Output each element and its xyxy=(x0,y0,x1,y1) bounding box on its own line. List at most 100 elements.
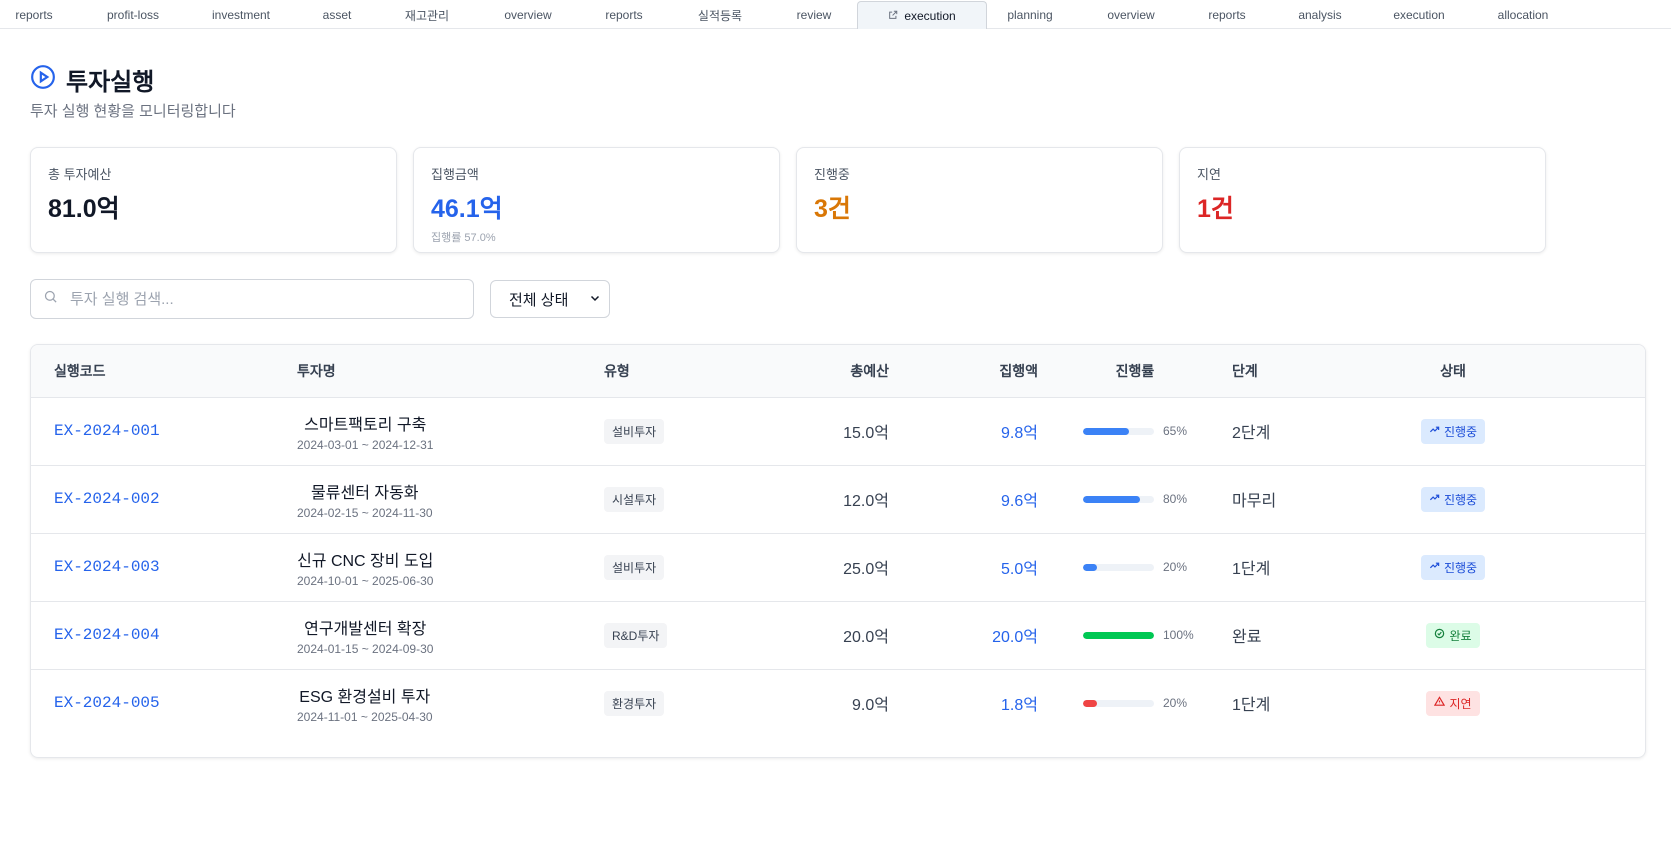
status-badge: 진행중 xyxy=(1420,418,1486,444)
progress-percent: 80% xyxy=(1163,492,1188,506)
execution-code-link[interactable]: EX-2024-001 xyxy=(54,422,160,440)
table-row[interactable]: EX-2024-002 물류센터 자동화 2024-02-15 ~ 2024-11-… xyxy=(31,465,1645,534)
column-header-stage: 단계 xyxy=(1232,363,1258,379)
stat-card-delayed: 지연 1건 xyxy=(1179,147,1546,253)
tab-label: overview xyxy=(504,8,552,22)
tab-item[interactable]: profit-loss xyxy=(107,2,159,28)
trending-up-icon xyxy=(1429,424,1440,438)
spent-amount: 9.6억 xyxy=(1001,493,1038,510)
total-budget: 12.0억 xyxy=(843,493,889,510)
type-tag: R&D투자 xyxy=(604,622,668,648)
total-budget: 25.0억 xyxy=(843,561,889,578)
progress-bar-fill xyxy=(1083,699,1098,707)
progress-percent: 20% xyxy=(1163,560,1188,574)
tab-item[interactable]: asset xyxy=(323,2,352,28)
stat-sub: 집행률 57.0% xyxy=(431,232,496,244)
stat-card-executed-amount: 집행금액 46.1억 집행률 57.0% xyxy=(413,147,780,253)
tab-item[interactable]: execution xyxy=(1393,2,1444,28)
status-badge: 완료 xyxy=(1426,622,1480,648)
tab-label: allocation xyxy=(1497,8,1549,22)
tab-label: profit-loss xyxy=(106,8,160,22)
status-label: 진행중 xyxy=(1443,560,1478,575)
stat-label: 진행중 xyxy=(814,167,850,182)
spent-amount: 9.8억 xyxy=(1001,425,1038,442)
stat-value: 3건 xyxy=(814,195,851,223)
tab-item[interactable]: 실적등록 xyxy=(698,2,742,28)
progress-bar-fill xyxy=(1083,427,1130,435)
investment-name: 스마트팩토리 구축 xyxy=(304,416,427,434)
investment-name: 물류센터 자동화 xyxy=(311,484,419,502)
type-tag: 환경투자 xyxy=(604,690,665,716)
progress-percent: 65% xyxy=(1163,424,1188,438)
execution-code-link[interactable]: EX-2024-002 xyxy=(54,490,160,508)
tab-active-item[interactable]: execution xyxy=(857,1,987,29)
type-tag: 설비투자 xyxy=(604,418,665,444)
stat-label: 총 투자예산 xyxy=(48,167,112,182)
chevron-down-icon xyxy=(589,291,601,308)
spent-amount: 5.0억 xyxy=(1001,561,1038,578)
column-header-status: 상태 xyxy=(1440,363,1466,379)
page-subtitle: 투자 실행 현황을 모니터링합니다 xyxy=(30,103,236,120)
execution-code-link[interactable]: EX-2024-005 xyxy=(54,694,160,712)
stat-value: 81.0억 xyxy=(48,195,120,223)
tab-label: review xyxy=(796,8,832,22)
tab-item[interactable]: planning xyxy=(1007,2,1052,28)
tab-item[interactable]: investment xyxy=(212,2,270,28)
execution-code-link[interactable]: EX-2024-003 xyxy=(54,558,160,576)
status-filter-value: 전체 상태 xyxy=(509,291,569,309)
tab-item[interactable]: 재고관리 xyxy=(405,2,449,28)
column-header-name: 투자명 xyxy=(297,363,336,379)
page-title: 투자실행 xyxy=(66,69,155,96)
tab-label: 실적등록 xyxy=(697,8,743,23)
investment-name: 연구개발센터 확장 xyxy=(304,620,427,638)
table-row[interactable]: EX-2024-003 신규 CNC 장비 도입 2024-10-01 ~ 2025… xyxy=(31,533,1645,602)
type-tag: 시설투자 xyxy=(604,486,665,512)
trending-up-icon xyxy=(1429,492,1440,506)
investment-period: 2024-02-15 ~ 2024-11-30 xyxy=(297,505,433,520)
execution-code-link[interactable]: EX-2024-004 xyxy=(54,626,160,644)
total-budget: 9.0억 xyxy=(852,697,889,714)
stat-card-total-budget: 총 투자예산 81.0억 xyxy=(30,147,397,253)
table-row[interactable]: EX-2024-001 스마트팩토리 구축 2024-03-01 ~ 2024-12… xyxy=(31,397,1645,466)
tab-item[interactable]: analysis xyxy=(1298,2,1341,28)
table-row[interactable]: EX-2024-004 연구개발센터 확장 2024-01-15 ~ 2024-09… xyxy=(31,601,1645,670)
type-tag: 설비투자 xyxy=(604,554,665,580)
column-header-type: 유형 xyxy=(604,363,630,379)
stat-label: 집행금액 xyxy=(431,167,479,182)
external-link-icon xyxy=(888,9,898,23)
stat-value: 1건 xyxy=(1197,195,1234,223)
tab-item[interactable]: overview xyxy=(504,2,551,28)
tab-label: reports xyxy=(1208,8,1246,22)
stat-card-in-progress: 진행중 3건 xyxy=(796,147,1163,253)
search-icon xyxy=(43,289,58,309)
investment-name: 신규 CNC 장비 도입 xyxy=(297,552,434,570)
status-filter-select[interactable]: 전체 상태 xyxy=(490,280,610,318)
tab-label: asset xyxy=(322,8,352,22)
tab-item[interactable]: overview xyxy=(1107,2,1154,28)
investment-period: 2024-01-15 ~ 2024-09-30 xyxy=(297,641,434,656)
status-badge: 지연 xyxy=(1426,690,1480,716)
tab-item[interactable]: allocation xyxy=(1498,2,1549,28)
column-header-budget: 총예산 xyxy=(850,363,889,379)
search-input[interactable] xyxy=(68,289,452,309)
tab-item[interactable]: reports xyxy=(15,2,52,28)
column-header-spent: 집행액 xyxy=(999,363,1038,379)
tab-item[interactable]: reports xyxy=(605,2,642,28)
status-badge: 진행중 xyxy=(1420,486,1486,512)
table-header: 실행코드 투자명 유형 총예산 집행액 진행률 단계 상태 xyxy=(31,345,1645,398)
search-box[interactable] xyxy=(30,279,474,319)
tab-item[interactable]: reports xyxy=(1208,2,1245,28)
stage-label: 완료 xyxy=(1232,629,1262,646)
progress-bar-fill xyxy=(1083,563,1098,571)
stage-label: 마무리 xyxy=(1232,493,1277,510)
tab-label: reports xyxy=(15,8,53,22)
stage-label: 2단계 xyxy=(1232,425,1271,442)
status-label: 진행중 xyxy=(1443,424,1478,439)
table-row[interactable]: EX-2024-005 ESG 환경설비 투자 2024-11-01 ~ 2025-… xyxy=(31,669,1645,737)
tab-item[interactable]: review xyxy=(797,2,832,28)
tab-label: execution xyxy=(904,8,956,23)
status-label: 지연 xyxy=(1449,696,1472,711)
play-circle-icon xyxy=(30,64,56,95)
investment-period: 2024-11-01 ~ 2025-04-30 xyxy=(297,709,433,724)
tab-label: analysis xyxy=(1298,8,1342,22)
